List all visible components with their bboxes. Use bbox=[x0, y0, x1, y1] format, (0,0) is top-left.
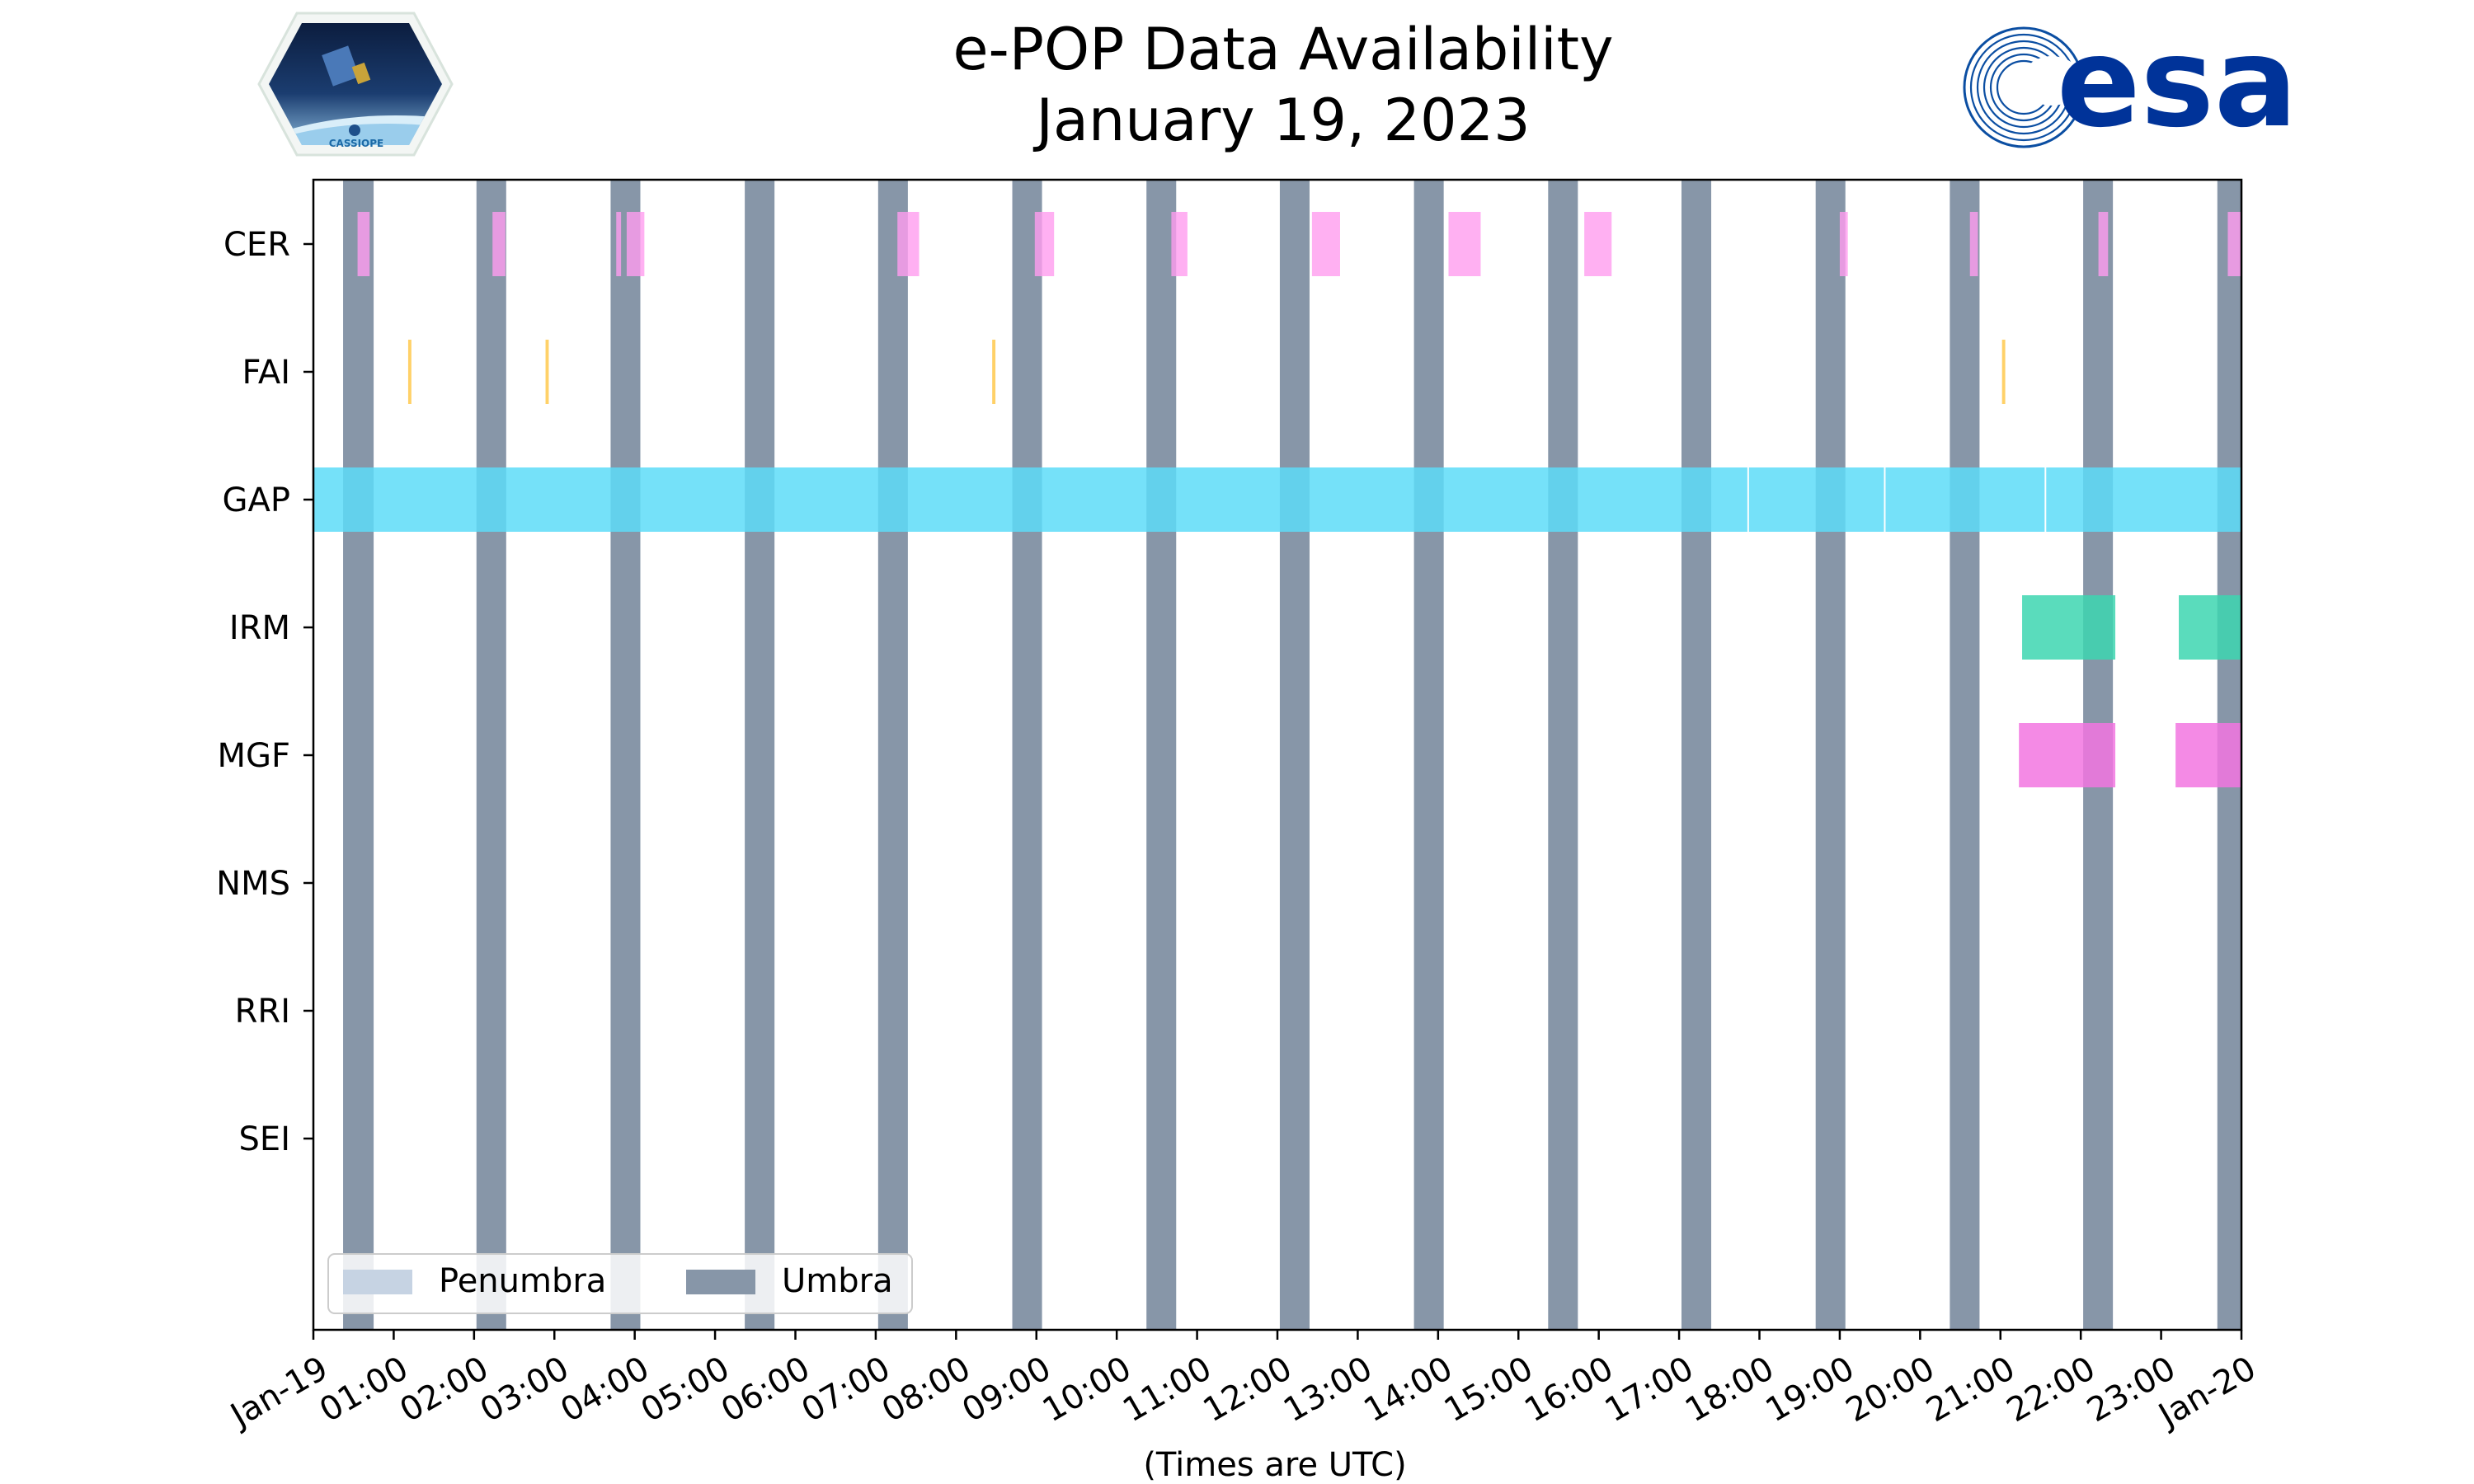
umbra-band bbox=[745, 180, 775, 1330]
x-tick-label: 13:00 bbox=[1277, 1350, 1379, 1430]
umbra-band bbox=[1279, 180, 1310, 1330]
cassiope-mission-logo: CASSIOPE bbox=[257, 12, 454, 157]
y-tick-label-nms: NMS bbox=[216, 865, 290, 903]
umbra-band bbox=[1413, 180, 1444, 1330]
availability-bar-cer bbox=[2227, 212, 2241, 276]
availability-bar-cer bbox=[1969, 212, 1978, 276]
availability-bar-cer bbox=[626, 212, 645, 276]
availability-bar-gap bbox=[1748, 467, 1884, 532]
availability-bar-gap bbox=[2046, 467, 2241, 532]
y-tick-label-cer: CER bbox=[223, 226, 290, 264]
x-tick-label: 09:00 bbox=[956, 1350, 1057, 1430]
legend-penumbra-label: Penumbra bbox=[439, 1262, 606, 1300]
umbra-band bbox=[877, 180, 908, 1330]
x-tick-label: 11:00 bbox=[1117, 1350, 1218, 1430]
umbra-band bbox=[1681, 180, 1712, 1330]
y-tick-label-gap: GAP bbox=[223, 481, 290, 519]
umbra-bands bbox=[343, 180, 2241, 1330]
availability-bar-cer bbox=[1311, 212, 1340, 276]
availability-bar-cer bbox=[2098, 212, 2109, 276]
availability-bar-cer bbox=[357, 212, 370, 276]
availability-bar-cer bbox=[492, 212, 506, 276]
esa-logo-text: esa bbox=[2057, 12, 2298, 155]
availability-bar-fai bbox=[992, 340, 996, 404]
x-tick-label: 08:00 bbox=[876, 1350, 977, 1430]
legend-umbra-swatch bbox=[686, 1270, 755, 1294]
plot-area: CER FAI GAP IRM MGF NMS RRI SEI Jan-1901:0002:0… bbox=[216, 178, 2262, 1436]
x-tick-label: 17:00 bbox=[1599, 1350, 1700, 1430]
availability-bar-irm bbox=[2022, 595, 2116, 660]
availability-bar-mgf bbox=[2019, 723, 2116, 787]
x-tick-label: 21:00 bbox=[1920, 1350, 2021, 1430]
legend: Penumbra Umbra bbox=[327, 1253, 913, 1314]
availability-bar-gap bbox=[313, 467, 1747, 532]
availability-bar-cer bbox=[897, 212, 920, 276]
availability-bar-fai bbox=[407, 340, 412, 404]
umbra-band bbox=[1012, 180, 1042, 1330]
y-tick-label-irm: IRM bbox=[229, 609, 290, 647]
x-tick-label: 16:00 bbox=[1518, 1350, 1620, 1430]
umbra-band bbox=[1548, 180, 1578, 1330]
y-tick-label-fai: FAI bbox=[242, 354, 291, 392]
esa-logo: esa bbox=[1963, 12, 2298, 155]
availability-bar-fai bbox=[545, 340, 549, 404]
x-tick-label: 22:00 bbox=[2001, 1350, 2102, 1430]
x-axis-ticks: Jan-1901:0002:0003:0004:0005:0006:0007:0… bbox=[223, 1330, 2262, 1436]
x-tick-label: 05:00 bbox=[635, 1350, 736, 1430]
x-tick-label: 02:00 bbox=[393, 1350, 495, 1430]
x-tick-label: 03:00 bbox=[474, 1350, 576, 1430]
x-tick-label: 06:00 bbox=[715, 1350, 816, 1430]
y-tick-label-sei: SEI bbox=[239, 1120, 290, 1158]
x-tick-label: 18:00 bbox=[1679, 1350, 1780, 1430]
x-tick-label: 15:00 bbox=[1438, 1350, 1540, 1430]
y-tick-label-mgf: MGF bbox=[217, 737, 290, 775]
availability-bar-cer bbox=[1448, 212, 1481, 276]
x-tick-label: 19:00 bbox=[1759, 1350, 1860, 1430]
chart-title-line1: e-POP Data Availability bbox=[952, 16, 1613, 83]
umbra-band bbox=[1815, 180, 1846, 1330]
umbra-band bbox=[610, 180, 641, 1330]
x-tick-label: 10:00 bbox=[1037, 1350, 1138, 1430]
cassiope-logo-text: CASSIOPE bbox=[329, 138, 384, 149]
legend-umbra-label: Umbra bbox=[782, 1262, 893, 1300]
availability-bar-cer bbox=[1839, 212, 1848, 276]
y-axis-ticks: CER FAI GAP IRM MGF NMS RRI SEI bbox=[216, 226, 313, 1158]
x-tick-label: 07:00 bbox=[795, 1350, 896, 1430]
availability-bar-gap bbox=[1885, 467, 2045, 532]
availability-bar-fai bbox=[2001, 340, 2006, 404]
availability-bar-cer bbox=[616, 212, 622, 276]
x-tick-label: 20:00 bbox=[1840, 1350, 1941, 1430]
availability-bar-irm bbox=[2179, 595, 2241, 660]
x-axis-label: (Times are UTC) bbox=[1143, 1446, 1406, 1484]
availability-bar-cer bbox=[1584, 212, 1612, 276]
availability-bar-cer bbox=[1171, 212, 1188, 276]
chart-title-line2: January 19, 2023 bbox=[1032, 87, 1530, 154]
y-tick-label-rri: RRI bbox=[235, 993, 290, 1031]
x-tick-label: Jan-19 bbox=[223, 1350, 335, 1436]
x-tick-label: 12:00 bbox=[1197, 1350, 1299, 1430]
availability-bar-cer bbox=[1034, 212, 1055, 276]
x-tick-label: 01:00 bbox=[313, 1350, 415, 1430]
umbra-band bbox=[1950, 180, 1980, 1330]
availability-bar-mgf bbox=[2175, 723, 2241, 787]
availability-bars bbox=[313, 212, 2241, 787]
x-tick-label: 04:00 bbox=[554, 1350, 656, 1430]
legend-frame bbox=[327, 1253, 913, 1314]
umbra-band bbox=[476, 180, 506, 1330]
umbra-band bbox=[1146, 180, 1177, 1330]
umbra-band bbox=[343, 180, 374, 1330]
x-tick-label: 14:00 bbox=[1357, 1350, 1459, 1430]
legend-penumbra-swatch bbox=[343, 1270, 412, 1294]
